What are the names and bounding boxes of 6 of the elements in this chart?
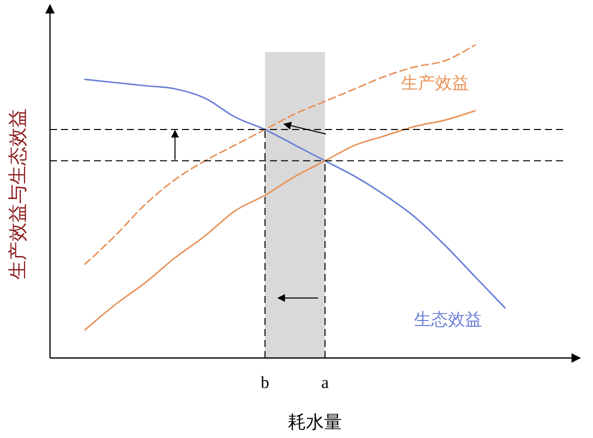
x-axis-title: 耗水量 (288, 412, 342, 433)
y-axis-title: 生产效益与生态效益 (7, 108, 29, 280)
series-label: 生产效益 (401, 74, 469, 94)
series-label: 生态效益 (414, 310, 482, 330)
x-tick-label: b (260, 373, 270, 392)
x-tick-label: a (321, 373, 330, 392)
